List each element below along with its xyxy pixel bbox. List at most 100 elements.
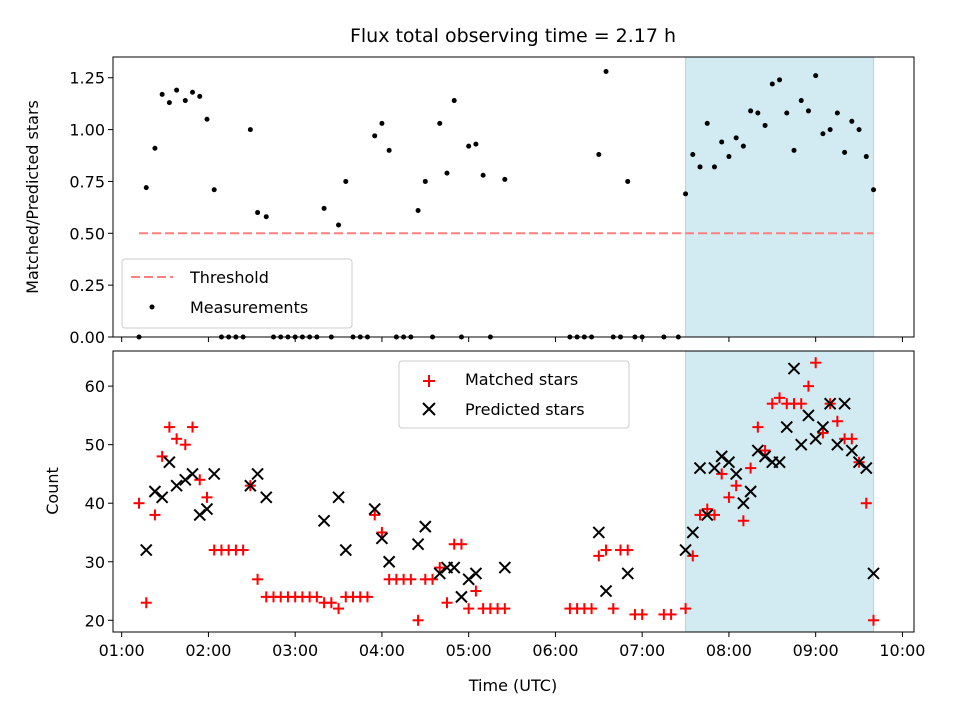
measurement-point [247,127,253,133]
matched-star-point [759,445,771,457]
measurement-point [711,164,717,170]
measurement-point [856,127,862,133]
measurement-point [143,185,149,191]
predicted-star-point [419,520,432,533]
bottom-y-tick-label: 20 [85,611,105,630]
predicted-star-point [368,502,381,516]
predicted-star-point [679,543,692,557]
top-y-tick-label: 0.00 [69,328,105,347]
measurement-point [827,127,833,133]
matched-star-point [252,573,264,585]
predicted-star-point [599,584,613,598]
predicted-star-point [208,467,221,481]
measurement-point [690,151,696,157]
predicted-star-point [823,397,837,410]
legend-predicted-swatch [422,402,436,416]
matched-star-point [369,509,381,521]
top-legend: Threshold Measurements [121,258,353,329]
matched-star-point [730,480,742,492]
top-y-tick-label: 1.25 [69,69,105,88]
predicted-star-point [411,537,425,551]
matched-star-point [163,421,175,433]
x-tick-label: 08:00 [706,641,752,660]
matched-star-point [593,550,605,562]
bottom-series [133,357,880,626]
top-legend-box [121,258,353,329]
predicted-star-point [802,409,815,422]
measurement-point [197,93,203,99]
predicted-star-point [251,467,264,481]
matched-star-point [311,591,323,603]
matched-star-point [810,357,822,369]
matched-star-point [156,450,168,462]
measurement-point [166,100,172,106]
measurement-point [502,176,508,182]
measurement-point [805,108,811,114]
measurement-point [372,133,378,139]
predicted-star-point [140,543,153,557]
measurement-point [791,147,797,153]
matched-star-point [412,614,424,626]
predicted-star-point [382,555,396,568]
predicted-star-point [744,485,757,498]
predicted-star-point [780,420,793,434]
matched-star-point [687,550,699,562]
predicted-star-point [200,502,214,516]
bottom-y-tick-label: 30 [85,553,105,572]
matched-star-point [868,614,880,626]
matched-star-point [405,573,417,585]
legend-matched-swatch [423,375,435,387]
predicted-star-point [845,444,859,457]
measurement-point [204,116,210,122]
x-tick-label: 03:00 [272,641,318,660]
matched-star-point [187,421,199,433]
measurement-point [834,110,840,116]
predicted-star-point [729,467,743,481]
measurement-point [733,135,739,141]
measurement-point [871,187,877,193]
predicted-star-point [339,543,352,557]
predicted-star-point [621,567,634,580]
predicted-star-point [375,532,389,545]
measurement-point [379,120,385,126]
predicted-star-point [809,432,822,446]
top-axes-frame [112,56,915,338]
measurement-point [174,87,180,93]
predicted-star-point [317,514,331,527]
matched-star-point [427,573,439,585]
measurement-point [182,98,188,104]
x-tick-label: 04:00 [359,641,405,660]
bottom-panel: 20 30 40 50 60 01:00 02:00 03:00 04:00 05:00 06:0… [43,350,925,695]
matched-star-point [470,585,482,597]
measurement-point [798,98,804,104]
bottom-y-tick-label: 60 [85,377,105,396]
measurement-point [386,147,392,153]
measurement-point [603,69,609,75]
measurement-point [422,178,428,184]
matched-star-point [752,421,764,433]
matched-star-point [745,462,757,474]
top-y-axis-ticks: 0.00 0.25 0.50 0.75 1.00 1.25 [69,69,113,347]
matched-star-point [846,433,858,445]
measurement-point [697,164,703,170]
predicted-star-point [186,467,199,481]
bottom-axes-frame [112,350,915,633]
measurement-point [740,143,746,149]
x-tick-label: 10:00 [879,641,925,660]
matched-star-point [361,591,373,603]
matched-star-point [860,497,872,509]
x-tick-label: 06:00 [532,641,578,660]
legend-predicted-label: Predicted stars [465,400,585,419]
legend-matched-label: Matched stars [465,370,578,389]
measurement-point [704,120,710,126]
predicted-star-point [244,479,257,492]
matched-star-point [723,491,735,503]
matched-star-point [179,439,191,451]
bottom-y-tick-label: 40 [85,494,105,513]
matched-star-point [455,538,467,550]
measurement-point [820,131,826,137]
matched-star-point [708,509,720,521]
measurement-point [748,108,754,114]
matched-star-point [149,509,161,521]
